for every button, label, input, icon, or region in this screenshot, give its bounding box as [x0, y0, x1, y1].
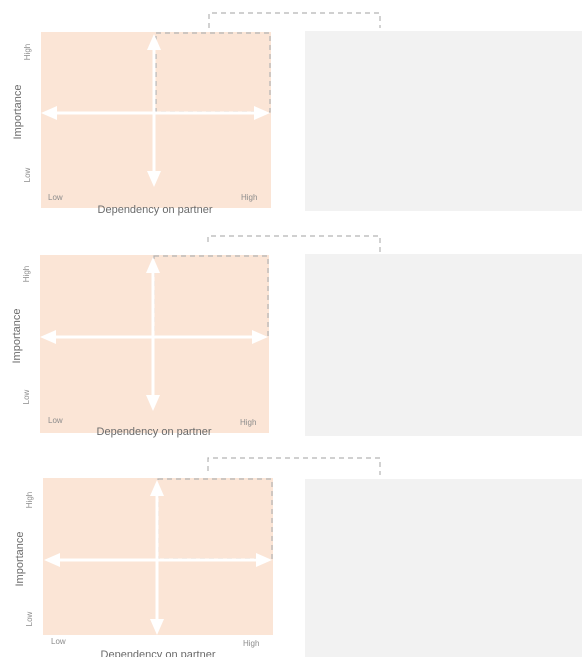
arrow-right-icon — [252, 330, 268, 344]
x-high-label: High — [243, 639, 259, 648]
x-low-label: Low — [48, 193, 63, 202]
arrow-up-icon — [146, 257, 160, 273]
side-panel — [305, 31, 582, 211]
matrix-panel-2: Low High Dependency on partner High Low … — [0, 222, 582, 438]
importance-dependency-matrix-1: Low High Dependency on partner High Low … — [12, 12, 381, 216]
matrix-panel-1: Low High Dependency on partner High Low … — [0, 0, 582, 216]
y-high-label: High — [22, 266, 31, 282]
x-low-label: Low — [48, 416, 63, 425]
arrow-left-icon — [44, 553, 60, 567]
x-high-label: High — [240, 418, 256, 427]
x-low-label: Low — [51, 637, 66, 646]
y-high-label: High — [25, 492, 34, 508]
y-axis-title: Importance — [12, 84, 24, 139]
dashed-connector — [208, 12, 381, 28]
y-low-label: Low — [25, 611, 34, 626]
x-axis-title: Dependency on partner — [98, 204, 213, 216]
y-low-label: Low — [22, 389, 31, 404]
y-low-label: Low — [23, 167, 32, 182]
x-axis-title: Dependency on partner — [97, 426, 212, 438]
arrow-left-icon — [41, 106, 57, 120]
arrow-right-icon — [256, 553, 272, 567]
side-panel — [305, 254, 582, 436]
arrow-down-icon — [150, 619, 164, 635]
arrow-up-icon — [147, 34, 161, 50]
arrow-left-icon — [40, 330, 56, 344]
arrow-up-icon — [150, 480, 164, 496]
arrow-right-icon — [254, 106, 270, 120]
y-axis-title: Importance — [14, 531, 26, 586]
side-panel — [305, 479, 582, 657]
dashed-connector — [207, 235, 381, 252]
highlight-quadrant — [155, 32, 271, 113]
importance-dependency-matrix-3: Low High Dependency on partner High Low … — [14, 457, 381, 657]
highlight-quadrant — [157, 478, 273, 560]
importance-dependency-matrix-2: Low High Dependency on partner High Low … — [11, 235, 381, 438]
y-high-label: High — [23, 44, 32, 60]
y-axis-title: Importance — [11, 308, 23, 363]
dashed-connector — [207, 457, 381, 475]
x-axis-title: Dependency on partner — [101, 649, 216, 657]
x-high-label: High — [241, 193, 257, 202]
matrix-panel-3: Low High Dependency on partner High Low … — [0, 445, 582, 657]
arrow-down-icon — [146, 395, 160, 411]
arrow-down-icon — [147, 171, 161, 187]
